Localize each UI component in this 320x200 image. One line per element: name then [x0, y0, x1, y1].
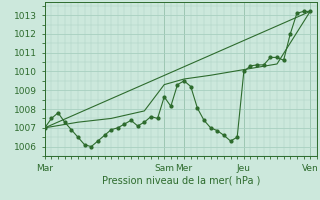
Point: [142, 121, 147, 124]
Point: [288, 32, 293, 36]
Point: [175, 83, 180, 86]
Point: [108, 128, 114, 131]
Point: [268, 56, 273, 59]
X-axis label: Pression niveau de la mer( hPa ): Pression niveau de la mer( hPa ): [102, 175, 260, 185]
Point: [281, 59, 286, 62]
Point: [55, 111, 60, 114]
Point: [228, 139, 233, 143]
Point: [301, 10, 306, 13]
Point: [162, 95, 167, 98]
Point: [294, 12, 300, 15]
Point: [148, 115, 154, 118]
Point: [69, 128, 74, 131]
Point: [42, 126, 47, 129]
Point: [89, 145, 94, 148]
Point: [76, 136, 81, 139]
Point: [261, 63, 266, 67]
Point: [275, 56, 280, 59]
Point: [195, 107, 200, 110]
Point: [202, 119, 207, 122]
Point: [208, 126, 213, 129]
Point: [62, 121, 67, 124]
Point: [188, 85, 193, 88]
Point: [221, 134, 227, 137]
Point: [308, 10, 313, 13]
Point: [82, 143, 87, 146]
Point: [129, 119, 134, 122]
Point: [241, 70, 246, 73]
Point: [102, 134, 107, 137]
Point: [248, 64, 253, 67]
Point: [215, 129, 220, 132]
Point: [235, 136, 240, 139]
Point: [168, 105, 173, 108]
Point: [122, 122, 127, 126]
Point: [181, 79, 187, 82]
Point: [155, 117, 160, 120]
Point: [254, 63, 260, 67]
Point: [135, 124, 140, 128]
Point: [95, 139, 100, 143]
Point: [115, 126, 120, 129]
Point: [49, 117, 54, 120]
